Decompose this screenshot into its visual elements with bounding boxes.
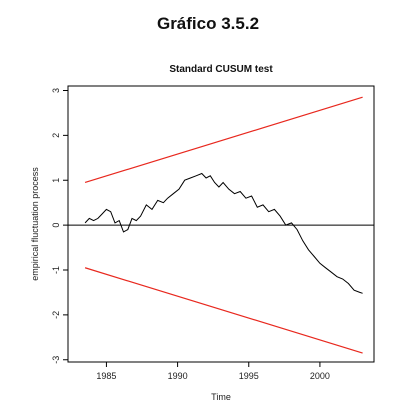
lower-boundary-line <box>84 267 363 354</box>
upper-boundary-line <box>84 96 363 184</box>
y-tick-label: -3 <box>51 356 61 364</box>
cusum-process-line <box>84 172 363 294</box>
page-title: Gráfico 3.5.2 <box>156 14 260 33</box>
chart-title: Standard CUSUM test <box>169 64 273 75</box>
y-tick-label: -2 <box>51 311 61 319</box>
y-axis-title: empirical fluctuation process <box>30 167 40 281</box>
x-axis-title: Time <box>211 392 231 402</box>
y-tick-label: 1 <box>51 178 61 183</box>
y-tick-label: 3 <box>51 88 61 93</box>
y-tick-label: 2 <box>51 133 61 138</box>
y-tick-label: -1 <box>51 266 61 274</box>
x-tick-label: 1990 <box>168 371 188 381</box>
y-tick-label: 0 <box>51 223 61 228</box>
x-tick-label: 1985 <box>96 371 116 381</box>
x-tick-label: 2000 <box>310 371 330 381</box>
plot-frame <box>67 85 375 363</box>
x-tick-label: 1995 <box>239 371 259 381</box>
